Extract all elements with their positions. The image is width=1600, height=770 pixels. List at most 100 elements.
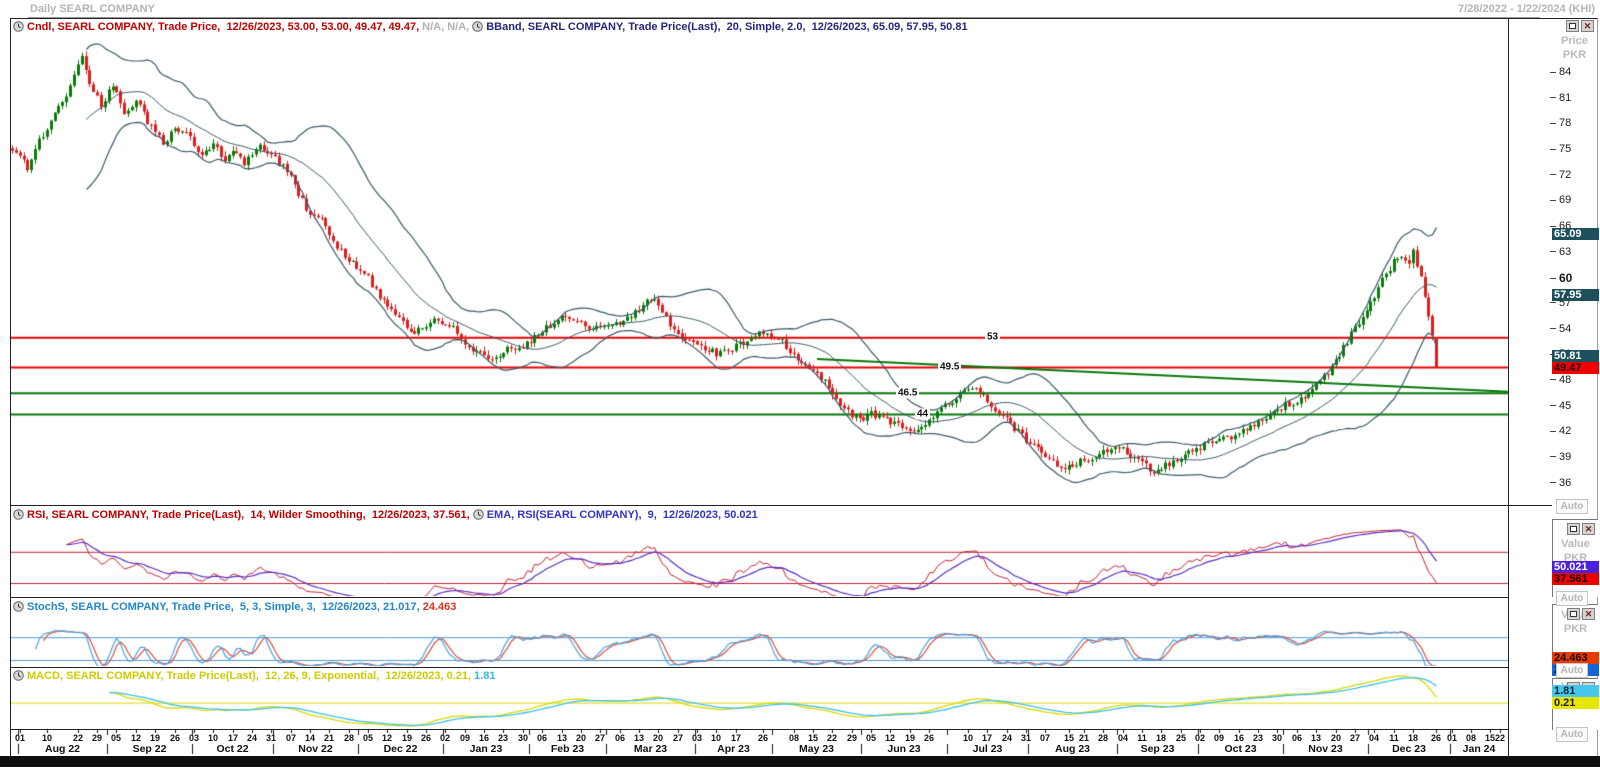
x-axis-month-label: Nov 23: [1308, 743, 1343, 755]
x-axis-day-label: 30: [1271, 733, 1283, 743]
stoch-legend-text: 24.463: [422, 600, 457, 613]
x-axis-day-label: 23: [497, 733, 509, 743]
x-axis-day-label: 13: [633, 733, 645, 743]
x-axis-day-label: 09: [459, 733, 471, 743]
macd-legend-text: MACD, SEARL COMPANY, Trade Price(Last), …: [27, 669, 472, 682]
x-axis-day-label: 28: [1097, 733, 1109, 743]
x-axis-day-label: 16: [478, 733, 490, 743]
x-axis-day-label: 17: [981, 733, 993, 743]
x-axis-month-label: Oct 23: [1224, 743, 1257, 755]
tick-value: 84: [1559, 66, 1572, 79]
x-axis-day-label: 14: [304, 733, 316, 743]
tick-value: 69: [1559, 194, 1572, 207]
x-axis-day-label: 24: [1001, 733, 1013, 743]
rsi-restore-icon[interactable]: [1567, 523, 1580, 535]
price-level-label: 49.5: [938, 361, 962, 373]
price-level-label: 46.5: [896, 387, 920, 399]
window-right-border: [1597, 18, 1598, 756]
x-axis-month-label: Apr 23: [717, 743, 750, 755]
x-axis-month-label: Dec 22: [383, 743, 418, 755]
price-axis-tick: 84: [1550, 66, 1571, 78]
x-axis-day-label: 12: [130, 733, 142, 743]
x-axis-day-label: 04: [1117, 733, 1129, 743]
x-axis-day-label: 27: [594, 733, 606, 743]
price-panel-window-buttons: ✕: [1566, 20, 1594, 32]
rsi-auto-button[interactable]: Auto: [1556, 591, 1588, 606]
tick-value: 54: [1559, 322, 1572, 335]
stoch-axis-unit: PKR: [1563, 623, 1588, 635]
tick-dash: [1550, 225, 1556, 227]
rsi-close-icon[interactable]: ✕: [1582, 523, 1595, 535]
tick-value: 45: [1559, 399, 1572, 412]
price-legend-text: BBand, SEARL COMPANY, Trade Price(Last),…: [486, 20, 968, 33]
macd-value-badge: 0.21: [1552, 696, 1599, 709]
price-legend-text: N/A, N/A,: [422, 20, 470, 33]
tick-value: 63: [1559, 245, 1572, 258]
x-axis-day-label: 26: [757, 733, 769, 743]
x-axis-day-label: 17: [730, 733, 742, 743]
x-axis-day-label: 20: [575, 733, 587, 743]
price-axis-tick: 63: [1550, 246, 1571, 258]
x-axis-month-label: Sep 22: [132, 743, 167, 755]
tick-value: 42: [1559, 425, 1572, 438]
x-axis-day-label: 05: [865, 733, 877, 743]
price-restore-icon[interactable]: [1566, 20, 1579, 32]
price-axis-tick: 78: [1550, 117, 1571, 129]
x-axis-day-label: 10: [207, 733, 219, 743]
x-axis-day-label: 26: [420, 733, 432, 743]
x-axis-day-label: 08: [1465, 733, 1477, 743]
price-axis-tick: 60: [1550, 271, 1572, 285]
tick-dash: [1550, 174, 1556, 176]
price-value-badge: 49.47: [1552, 361, 1599, 374]
stoch-restore-icon[interactable]: [1567, 608, 1580, 620]
x-axis-day-label: 17: [227, 733, 239, 743]
tick-value: 78: [1559, 117, 1572, 130]
x-axis-day-label: 21: [323, 733, 335, 743]
price-value-badge: 65.09: [1552, 227, 1599, 240]
x-axis-day-label: 08: [788, 733, 800, 743]
x-axis-day-label: 20: [652, 733, 664, 743]
x-axis-day-label: 21: [1078, 733, 1090, 743]
price-axis-unit: PKR: [1562, 49, 1587, 61]
rsi-value-badge: 50.021: [1552, 561, 1599, 574]
x-axis-day-label: 02: [1194, 733, 1206, 743]
macd-auto-button[interactable]: Auto: [1556, 727, 1588, 742]
x-axis-day-label: 28: [343, 733, 355, 743]
x-axis-day-label: 10: [710, 733, 722, 743]
x-axis-day-label: 10: [41, 733, 53, 743]
x-axis-day-label: 01: [1446, 733, 1458, 743]
x-axis-day-label: 22: [1494, 733, 1506, 743]
stoch-close-icon[interactable]: ✕: [1582, 608, 1595, 620]
plot-left-border: [10, 18, 11, 756]
price-axis-tick: 72: [1550, 169, 1571, 181]
stoch-auto-button[interactable]: Auto: [1556, 663, 1588, 678]
x-axis-day-label: 05: [110, 733, 122, 743]
price-value-badge: 57.95: [1552, 288, 1599, 301]
clock-icon: [13, 21, 24, 32]
rsi-legend: RSI, SEARL COMPANY, Trade Price(Last), 1…: [13, 508, 758, 521]
chart-title: Daily SEARL COMPANY: [30, 3, 155, 15]
x-axis-month-label: Jul 23: [972, 743, 1003, 755]
x-axis-month-label: May 23: [798, 743, 835, 755]
bottom-taskbar: [0, 756, 1600, 767]
x-axis-day-label: 10: [962, 733, 974, 743]
xaxis-separator: [10, 729, 1508, 730]
plot-right-border: [1508, 18, 1509, 756]
price-panel-top-border: [10, 18, 1597, 19]
tick-dash: [1550, 482, 1556, 483]
x-axis-day-label: 07: [1039, 733, 1051, 743]
price-value-badge: 50.81: [1552, 349, 1599, 362]
clock-icon: [13, 670, 24, 681]
price-close-icon[interactable]: ✕: [1581, 20, 1594, 32]
price-level-label: 44: [915, 408, 931, 420]
price-legend-text: Cndl, SEARL COMPANY, Trade Price, 12/26/…: [27, 20, 420, 33]
tick-value: 72: [1559, 168, 1572, 181]
price-axis-tick: 42: [1550, 425, 1571, 437]
stoch-macd-separator: [10, 667, 1508, 668]
x-axis-day-label: 19: [904, 733, 916, 743]
price-auto-button[interactable]: Auto: [1556, 499, 1588, 514]
x-axis-month-label: Aug 22: [44, 743, 81, 755]
stoch-panel-window-buttons: ✕: [1567, 608, 1595, 620]
rsi-axis-title: Value: [1561, 538, 1590, 550]
tick-value: 75: [1559, 143, 1572, 156]
